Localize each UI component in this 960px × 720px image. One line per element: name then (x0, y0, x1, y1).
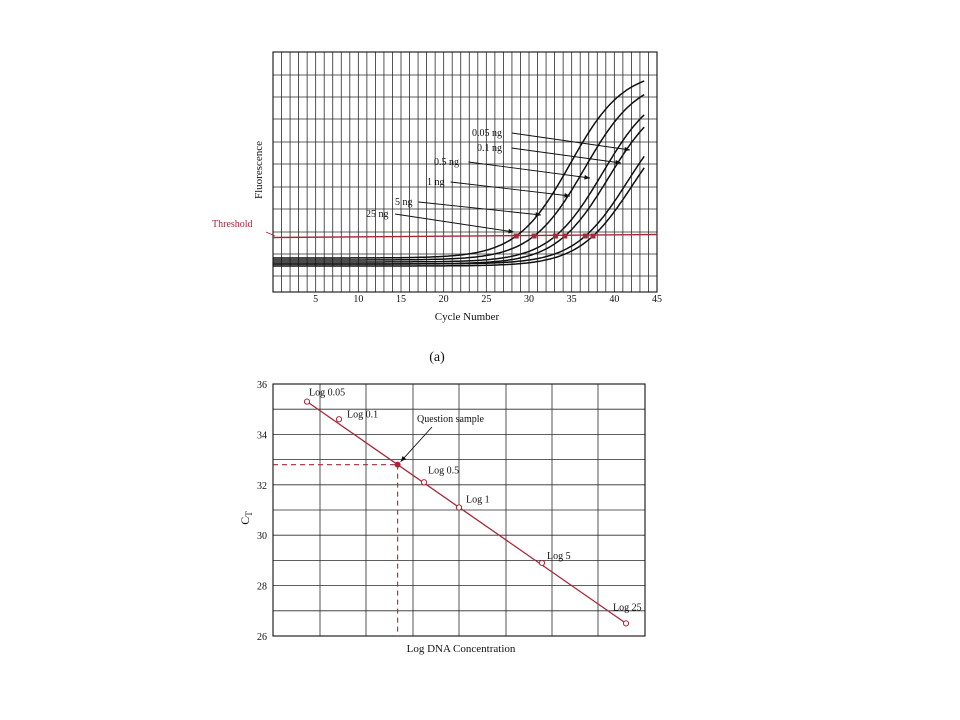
standard-point-label: Log 25 (613, 602, 642, 613)
panel-a-x-tick-label: 40 (609, 294, 619, 305)
series-leader-line (394, 213, 515, 233)
panel-a-x-axis-label: Cycle Number (435, 311, 500, 323)
series-leader-line (511, 147, 622, 164)
standard-point-label: Log 0.5 (428, 465, 459, 476)
panel-b-y-tick-label: 28 (257, 582, 267, 593)
series-leader-arrowhead (615, 159, 621, 165)
series-label: 1 ng (427, 177, 445, 188)
threshold-crossing-marker (513, 233, 519, 239)
series-leader-line (450, 181, 571, 197)
standard-point (455, 504, 463, 511)
panel-b-y-tick-label: 26 (257, 632, 267, 643)
panel-b-x-axis-label: Log DNA Concentration (407, 643, 516, 655)
threshold-crossing-marker (562, 233, 568, 239)
panel-a-x-tick-label: 25 (481, 294, 491, 305)
standard-point (538, 559, 546, 567)
panel-b-y-tick-label: 34 (257, 430, 267, 441)
amplification-curve (273, 114, 645, 263)
amplification-curve (273, 167, 645, 267)
series-leader-arrowhead (535, 212, 541, 217)
panel-b-y-axis-label: CT (238, 511, 254, 525)
series-leader-arrowhead (564, 193, 570, 198)
question-sample-label: Question sample (417, 414, 484, 425)
standard-point (303, 398, 311, 405)
series-label: 25 ng (366, 209, 389, 220)
series-leader-line (468, 161, 591, 179)
series-label: 5 ng (395, 197, 413, 208)
standard-point-label: Log 0.05 (309, 388, 345, 399)
threshold-crossing-marker (590, 233, 596, 239)
amplification-curve (273, 94, 645, 261)
panel-a-x-tick-label: 35 (567, 294, 577, 305)
panel-b-y-tick-label: 30 (257, 531, 267, 542)
standard-point (622, 620, 630, 627)
series-label: 0.05 ng (472, 128, 502, 139)
standard-point-label: Log 1 (466, 494, 490, 505)
series-leader-line (418, 201, 542, 216)
panel-a-amplification-chart: 5 10 15 20 25 30 35 40 45 Threshold 25 ng 5 ng 1 n… (212, 51, 662, 365)
standard-point-label: Log 0.1 (347, 409, 378, 420)
series-label: 0.5 ng (434, 157, 459, 168)
panel-a-x-tick-label: 10 (353, 294, 363, 305)
panel-a-x-tick-label: 30 (524, 294, 534, 305)
question-sample-arrowhead (400, 456, 407, 462)
question-sample-leader-line (400, 426, 433, 462)
question-sample-point (394, 461, 401, 468)
amplification-curve (273, 155, 645, 265)
panel-b-frame (272, 383, 646, 637)
threshold-label: Threshold (212, 219, 253, 230)
standard-point-label: Log 5 (547, 551, 571, 562)
standard-point (420, 479, 428, 486)
series-leader-arrowhead (624, 146, 630, 152)
threshold-pointer (265, 231, 276, 237)
threshold-line (272, 233, 658, 239)
panel-a-x-tick-label: 45 (652, 294, 662, 305)
standard-point (335, 416, 343, 423)
panel-a-y-axis-label: Fluorescence (253, 141, 265, 199)
series-leader-arrowhead (584, 175, 590, 180)
panel-a-x-tick-label: 20 (439, 294, 449, 305)
panel-a-caption: (a) (429, 350, 445, 365)
panel-a-x-tick-label: 15 (396, 294, 406, 305)
panel-b-y-tick-label: 36 (257, 380, 267, 391)
series-leader-arrowhead (508, 228, 514, 234)
panel-a-x-tick-label: 5 (313, 294, 318, 305)
threshold-crossing-marker (531, 233, 537, 239)
standard-curve-line (306, 401, 627, 624)
threshold-crossing-marker (582, 233, 588, 239)
panel-a-frame (272, 51, 658, 293)
series-label: 0.1 ng (477, 143, 502, 154)
panel-b-y-tick-label: 32 (257, 481, 267, 492)
series-leader-line (511, 132, 631, 151)
threshold-crossing-marker (552, 233, 558, 239)
